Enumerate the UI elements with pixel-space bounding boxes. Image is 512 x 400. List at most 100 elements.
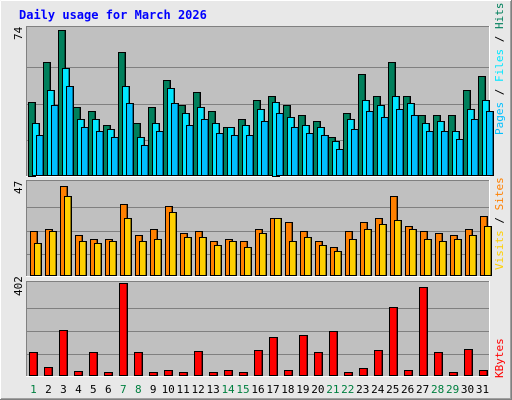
visits-bar-day-30 bbox=[469, 235, 477, 276]
visits-bar-shade-day-18 bbox=[295, 242, 296, 275]
pages-bar-day-21 bbox=[336, 149, 344, 176]
kbytes-bar-day-1 bbox=[29, 352, 38, 376]
visits-bar-shade-day-23 bbox=[370, 230, 371, 275]
day-label-27: 27 bbox=[416, 383, 429, 396]
day-label-7: 7 bbox=[120, 383, 127, 396]
kbytes-bar-day-21 bbox=[329, 331, 338, 376]
pages-bar-shade-day-27 bbox=[432, 132, 433, 175]
kbytes-bar-day-23 bbox=[359, 368, 368, 376]
pages-bar-day-20 bbox=[321, 135, 329, 176]
pages-bar-shade-day-16 bbox=[267, 122, 268, 175]
visits-bar-shade-day-3 bbox=[70, 197, 71, 275]
visits-bar-shade-day-7 bbox=[130, 219, 131, 275]
visits-bar-shade-day-19 bbox=[310, 238, 311, 275]
panel-legend-text: Pages / Files / Hits bbox=[493, 3, 506, 136]
visits-bar-day-18 bbox=[289, 241, 297, 276]
pages-bar-day-12 bbox=[201, 119, 209, 176]
kbytes-bar-shade-day-16 bbox=[261, 351, 262, 375]
kbytes-bar-shade-day-5 bbox=[96, 353, 97, 375]
day-label-6: 6 bbox=[105, 383, 112, 396]
kbytes-bar-day-15 bbox=[239, 372, 248, 376]
kbytes-bar-shade-day-17 bbox=[276, 338, 277, 375]
kbytes-bar-day-2 bbox=[44, 367, 53, 376]
visits-bar-shade-day-6 bbox=[115, 242, 116, 275]
pages-bar-day-22 bbox=[351, 129, 359, 176]
pages-bar-shade-day-9 bbox=[162, 132, 163, 175]
visits-bar-day-16 bbox=[259, 233, 267, 276]
pages-bar-day-16 bbox=[261, 121, 269, 176]
kbytes-bar-day-8 bbox=[134, 352, 143, 376]
pages-bar-day-28 bbox=[441, 131, 449, 176]
visits-bar-shade-day-11 bbox=[190, 238, 191, 275]
kbytes-legend: KBytes bbox=[493, 338, 506, 378]
pages-bar-day-18 bbox=[291, 127, 299, 176]
day-label-30: 30 bbox=[461, 383, 474, 396]
day-label-26: 26 bbox=[401, 383, 414, 396]
visits-bar-day-4 bbox=[79, 241, 87, 276]
legend-visits: Visits bbox=[493, 230, 506, 270]
pages-bar-shade-day-8 bbox=[147, 146, 148, 175]
visits-bar-shade-day-27 bbox=[430, 240, 431, 275]
day-label-8: 8 bbox=[135, 383, 142, 396]
day-label-23: 23 bbox=[356, 383, 369, 396]
legend-kbytes: KBytes bbox=[493, 338, 506, 378]
day-labels: 1 2 3 4 5 6 7 8 9 10 11 12 13 14 15 16 17 18 19 20 21 22 23 24 2… bbox=[30, 383, 489, 396]
visits-bar-shade-day-8 bbox=[145, 242, 146, 275]
visits-bar-day-8 bbox=[139, 241, 147, 276]
kbytes-bar-shade-day-9 bbox=[156, 373, 157, 375]
kbytes-bar-day-25 bbox=[389, 307, 398, 376]
kbytes-bar-day-11 bbox=[179, 372, 188, 376]
hits-files-pages-legend: Pages / Files / Hits bbox=[493, 3, 506, 136]
legend-separator: / bbox=[493, 82, 506, 102]
kbytes-bar-shade-day-21 bbox=[336, 332, 337, 375]
visits-bar-shade-day-9 bbox=[160, 240, 161, 275]
kbytes-bar-day-13 bbox=[209, 372, 218, 376]
pages-bar-shade-day-28 bbox=[447, 132, 448, 175]
visits-bar-shade-day-13 bbox=[220, 246, 221, 275]
panel-legend-text: Visits / Sites bbox=[493, 177, 506, 270]
pages-bar-day-24 bbox=[381, 117, 389, 176]
day-label-2: 2 bbox=[45, 383, 52, 396]
pages-bar-shade-day-2 bbox=[57, 106, 58, 175]
kbytes-bar-shade-day-18 bbox=[291, 371, 292, 375]
visits-bar-day-1 bbox=[34, 243, 42, 276]
pages-bar-day-29 bbox=[456, 139, 464, 176]
visits-bar-shade-day-22 bbox=[355, 240, 356, 275]
kbytes-bar-day-24 bbox=[374, 350, 383, 376]
kbytes-bar-day-3 bbox=[59, 330, 68, 376]
kbytes-bar-shade-day-30 bbox=[471, 350, 472, 375]
pages-bar-day-2 bbox=[51, 105, 59, 176]
legend-sites: Sites bbox=[493, 177, 506, 210]
day-label-31: 31 bbox=[476, 383, 489, 396]
visits-bar-day-28 bbox=[439, 241, 447, 276]
sites-visits-legend: Visits / Sites bbox=[493, 177, 506, 270]
visits-bar-shade-day-24 bbox=[385, 225, 386, 275]
visits-bar-day-29 bbox=[454, 239, 462, 276]
sites-panel-ymax-label: 47 bbox=[12, 181, 25, 194]
visits-bar-day-26 bbox=[409, 229, 417, 276]
kbytes-bar-day-4 bbox=[74, 371, 83, 376]
visits-bar-shade-day-25 bbox=[400, 221, 401, 275]
kbytes-bar-day-27 bbox=[419, 287, 428, 376]
visits-bar-shade-day-10 bbox=[175, 213, 176, 275]
pages-bar-day-30 bbox=[471, 119, 479, 176]
visits-bar-day-3 bbox=[64, 196, 72, 276]
visits-bar-day-11 bbox=[184, 237, 192, 276]
pages-bar-shade-day-31 bbox=[492, 112, 493, 175]
kbytes-bar-day-7 bbox=[119, 283, 128, 376]
pages-bar-day-26 bbox=[411, 115, 419, 176]
visits-bar-day-13 bbox=[214, 245, 222, 276]
day-label-16: 16 bbox=[251, 383, 264, 396]
pages-bar-day-11 bbox=[186, 125, 194, 176]
kbytes-bar-day-5 bbox=[89, 352, 98, 376]
kbytes-bar-shade-day-13 bbox=[216, 373, 217, 375]
pages-bar-shade-day-7 bbox=[132, 104, 133, 175]
kbytes-bar-shade-day-26 bbox=[411, 371, 412, 375]
legend-separator: / bbox=[493, 29, 506, 49]
pages-bar-day-31 bbox=[486, 111, 494, 176]
pages-bar-shade-day-22 bbox=[357, 130, 358, 175]
day-label-1: 1 bbox=[30, 383, 37, 396]
pages-bar-shade-day-13 bbox=[222, 134, 223, 175]
visits-bar-shade-day-5 bbox=[100, 244, 101, 275]
